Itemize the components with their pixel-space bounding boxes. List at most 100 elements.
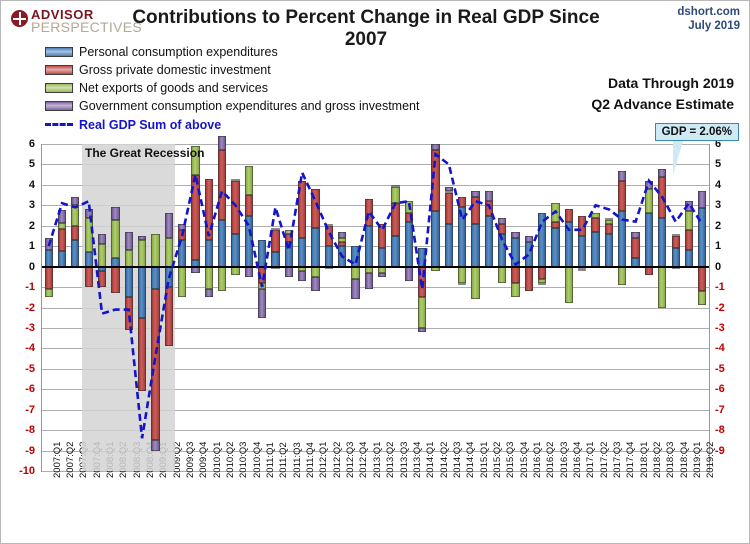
bar-segment-gov [351,278,360,300]
y-axis-tick-left-6: 6 [28,138,35,150]
bar-group [271,144,280,471]
legend-label-net: Net exports of goods and services [79,81,268,95]
bar-group [57,144,67,471]
bar-segment-pce [671,248,680,267]
bar-segment-pce [471,223,480,267]
bar-segment-net [418,297,427,328]
bar-segment-pce [618,211,627,267]
gridline [42,144,709,145]
legend-item-pce: Personal consumption expenditures [45,43,419,61]
bar-segment-inv [391,203,400,236]
bar-segment-net [698,291,707,306]
bar-segment-inv [284,233,293,243]
y-axis-tick-right-4: 4 [715,178,722,191]
bar-segment-pce [378,248,387,267]
bar-segment-pce [57,251,67,267]
bar-segment-inv [191,174,200,261]
bar-group [391,144,400,471]
gridline [42,471,709,472]
bar-segment-gov [644,180,654,189]
bar-segment-net [658,266,667,308]
bar-segment-gov [618,170,627,181]
bar-segment-net [231,266,240,275]
bar-segment-net [684,211,694,230]
bar-segment-gov [511,231,520,238]
brand-line-1: ADVISOR [31,7,94,22]
advisor-perspectives-logo: ADVISOR PERSPECTIVES [11,7,151,37]
bar-segment-gov [671,233,680,236]
bar-segment-inv [498,223,507,234]
y-axis-tick-right-0: 0 [715,260,722,273]
y-axis-tick-left--10: -10 [19,465,35,477]
y-axis-tick-right--8: -8 [715,424,725,437]
bar-segment-pce [71,240,80,267]
bar-group [684,144,694,471]
bar-segment-inv [671,235,680,249]
bar-segment-inv [271,229,280,253]
bar-segment-gov [378,272,387,277]
bar-group [644,144,654,471]
bar-segment-pce [364,225,373,267]
y-axis-tick-left-2: 2 [28,219,35,232]
bar-segment-gov [111,207,120,220]
bar-segment-net [97,244,107,267]
y-axis-tick-left--4: -4 [25,342,35,355]
bar-segment-pce [124,266,133,298]
y-axis-tick-left-0: 0 [28,260,35,273]
bar-segment-pce [604,233,614,267]
legend-label-pce: Personal consumption expenditures [79,45,278,59]
bar-segment-net [338,238,347,243]
bar-segment-gov [578,268,587,271]
bar-group [177,144,187,471]
bar-segment-gov [391,184,400,187]
bar-group [591,144,600,471]
legend-label-gov: Government consumption expenditures and … [79,99,420,113]
bar-segment-gov [698,191,707,209]
y-axis-tick-left-4: 4 [28,178,35,191]
bar-group [604,144,614,471]
bar-segment-inv [57,228,67,252]
bar-group [164,144,173,471]
bar-segment-pce [458,207,467,267]
y-axis-tick-right--1: -1 [715,281,725,294]
bar-segment-net [644,188,654,214]
zero-baseline [42,265,709,268]
bar-segment-inv [618,180,627,212]
bar-segment-net [324,223,333,226]
bar-segment-inv [484,201,494,216]
bar-segment-inv [538,266,547,279]
bar-segment-gov [498,217,507,224]
y-axis-tick-left-3: 3 [28,199,35,212]
bar-segment-pce [551,227,560,267]
bar-group [404,144,413,471]
bar-group [244,144,253,471]
bar-segment-gov [284,266,293,277]
bar-segment-pce [444,223,453,267]
bar-segment-gov [57,210,67,223]
bar-segment-net [351,266,360,279]
bar-group [84,144,93,471]
page-title: Contributions to Percent Change in Real … [132,7,600,50]
bar-segment-net [111,219,120,259]
y-axis-tick-left--1: -1 [25,281,35,294]
bar-group [658,144,667,471]
bar-segment-inv [551,221,560,228]
bar-segment-pce [644,213,654,267]
bar-segment-inv [338,242,347,247]
bar-group [431,144,440,471]
y-axis-tick-left--6: -6 [25,383,35,396]
bar-segment-gov [538,282,547,285]
bar-segment-pce [591,231,600,267]
y-axis-tick-right-1: 1 [715,240,722,253]
gdp-callout-tail [672,141,683,175]
crosshair-icon [11,10,28,27]
bar-segment-gov [524,235,534,243]
bar-segment-pce [257,240,267,267]
y-axis-tick-right-5: 5 [715,158,722,171]
bar-segment-pce [684,250,694,267]
bar-segment-net [71,205,80,226]
bar-segment-inv [84,266,93,288]
legend-item-gdp-line: Real GDP Sum of above [45,115,419,134]
bar-segment-net [551,203,560,222]
